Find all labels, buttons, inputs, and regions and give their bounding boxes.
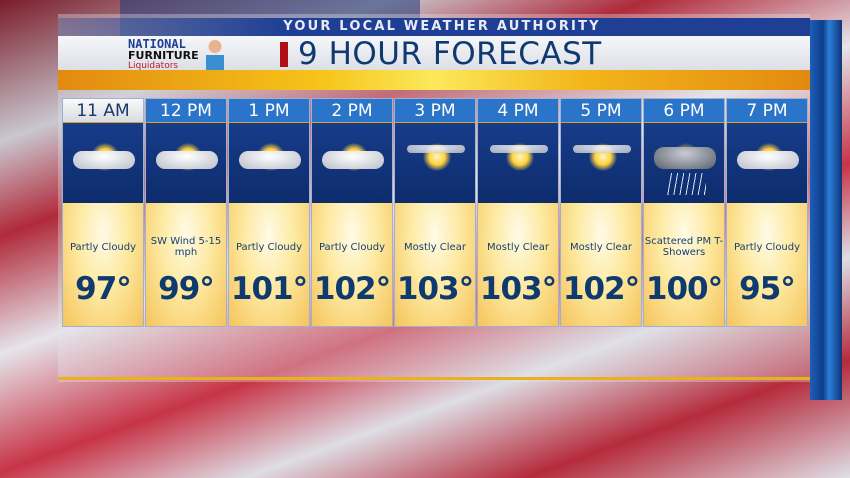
cloud-icon	[73, 151, 135, 169]
partly-cloudy-icon	[312, 123, 392, 203]
condition-text: SW Wind 5-15 mph	[150, 236, 222, 258]
hour-label: 3 PM	[395, 99, 475, 123]
hour-label: 1 PM	[229, 99, 309, 123]
condition-text: Partly Cloudy	[318, 241, 386, 253]
mostly-clear-icon	[478, 123, 558, 203]
forecast-column: 5 PM Mostly Clear 102°	[560, 98, 642, 327]
mostly-clear-icon	[561, 123, 641, 203]
forecast-column: 1 PM Partly Cloudy 101°	[228, 98, 310, 327]
forecast-body: SW Wind 5-15 mph 99°	[146, 203, 226, 326]
forecast-column: 4 PM Mostly Clear 103°	[477, 98, 559, 327]
hour-label: 11 AM	[63, 99, 143, 123]
condition-text: Mostly Clear	[487, 241, 549, 253]
forecast-body: Scattered PM T-Showers 100°	[644, 203, 724, 326]
forecast-body: Partly Cloudy 101°	[229, 203, 309, 326]
sponsor-logo: NATIONAL FURNITURE Liquidators	[128, 38, 228, 74]
tagline-strip	[58, 18, 810, 36]
temperature: 97°	[75, 271, 132, 307]
forecast-columns: 11 AM Partly Cloudy 97° 12 PM SW Wind 5-15…	[62, 98, 808, 327]
yellow-bar	[58, 70, 810, 90]
partly-cloudy-icon	[229, 123, 309, 203]
condition-text: Partly Cloudy	[235, 241, 303, 253]
thunderstorm-icon	[644, 123, 724, 203]
cloud-icon	[156, 151, 218, 169]
mascot-icon	[206, 38, 224, 72]
forecast-column: 11 AM Partly Cloudy 97°	[62, 98, 144, 327]
cloud-icon	[654, 147, 716, 169]
logo-line2: FURNITURE	[128, 49, 199, 62]
hour-label: 12 PM	[146, 99, 226, 123]
cloud-icon	[239, 151, 301, 169]
cloud-icon	[407, 145, 465, 153]
forecast-column: 2 PM Partly Cloudy 102°	[311, 98, 393, 327]
side-bars	[810, 20, 842, 400]
condition-text: Partly Cloudy	[733, 241, 801, 253]
forecast-column: 12 PM SW Wind 5-15 mph 99°	[145, 98, 227, 327]
tagline: YOUR LOCAL WEATHER AUTHORITY	[283, 19, 601, 34]
mostly-clear-icon	[395, 123, 475, 203]
hour-label: 6 PM	[644, 99, 724, 123]
logo-line3: Liquidators	[128, 61, 179, 71]
cloud-icon	[573, 145, 631, 153]
forecast-column: 6 PM Scattered PM T-Showers 100°	[643, 98, 725, 327]
page-title: 9 HOUR FORECAST	[298, 36, 602, 72]
logo-line1: NATIONAL	[128, 37, 186, 51]
condition-text: Mostly Clear	[570, 241, 632, 253]
forecast-body: Mostly Clear 103°	[478, 203, 558, 326]
partly-cloudy-icon	[63, 123, 143, 203]
hour-label: 2 PM	[312, 99, 392, 123]
cloud-icon	[490, 145, 548, 153]
temperature: 99°	[158, 271, 215, 307]
temperature: 100°	[645, 271, 723, 307]
forecast-body: Mostly Clear 102°	[561, 203, 641, 326]
forecast-body: Partly Cloudy 102°	[312, 203, 392, 326]
temperature: 102°	[313, 271, 391, 307]
forecast-column: 7 PM Partly Cloudy 95°	[726, 98, 808, 327]
temperature: 101°	[230, 271, 308, 307]
forecast-body: Mostly Clear 103°	[395, 203, 475, 326]
hour-label: 7 PM	[727, 99, 807, 123]
title-bar	[58, 36, 810, 70]
forecast-column: 3 PM Mostly Clear 103°	[394, 98, 476, 327]
hour-label: 4 PM	[478, 99, 558, 123]
hour-label: 5 PM	[561, 99, 641, 123]
temperature: 103°	[396, 271, 474, 307]
condition-text: Mostly Clear	[404, 241, 466, 253]
temperature: 102°	[562, 271, 640, 307]
partly-cloudy-icon	[727, 123, 807, 203]
temperature: 103°	[479, 271, 557, 307]
condition-text: Scattered PM T-Showers	[644, 236, 724, 258]
forecast-body: Partly Cloudy 97°	[63, 203, 143, 326]
rain-icon	[666, 173, 706, 195]
title-marker	[280, 42, 288, 67]
forecast-body: Partly Cloudy 95°	[727, 203, 807, 326]
cloud-icon	[737, 151, 799, 169]
condition-text: Partly Cloudy	[69, 241, 137, 253]
cloud-icon	[322, 151, 384, 169]
temperature: 95°	[739, 271, 796, 307]
partly-cloudy-icon	[146, 123, 226, 203]
bottom-divider	[58, 377, 810, 380]
